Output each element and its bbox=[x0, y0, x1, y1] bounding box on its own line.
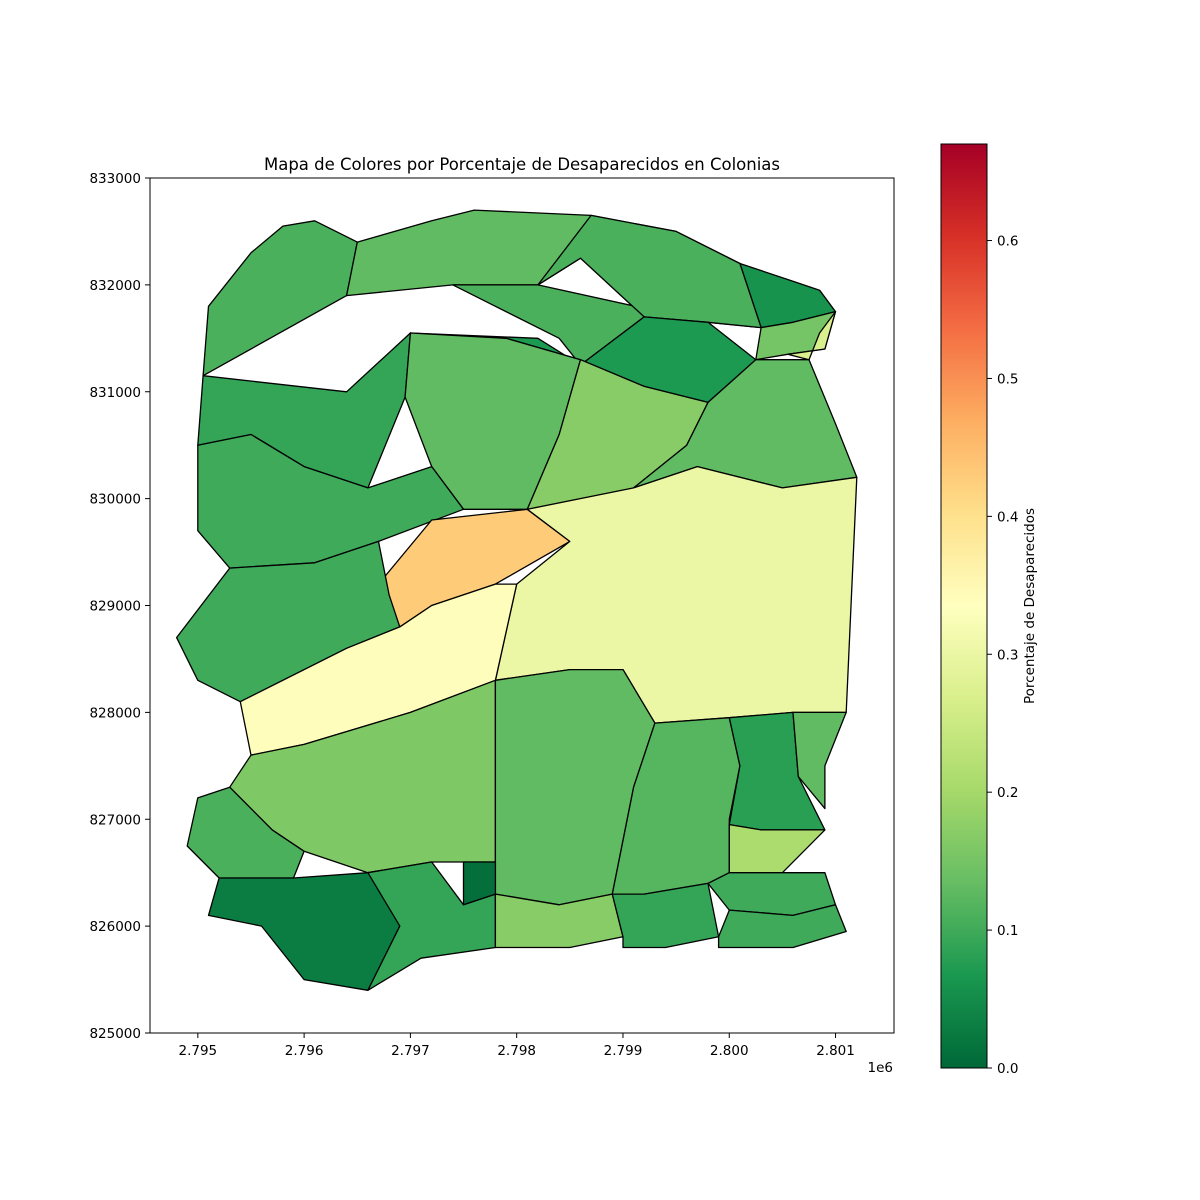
colony-23 bbox=[792, 711, 847, 810]
y-tick-label: 826000 bbox=[89, 919, 141, 935]
colony-14 bbox=[197, 433, 465, 569]
colony-2 bbox=[345, 209, 592, 297]
y-tick-label: 827000 bbox=[89, 812, 141, 828]
colorbar-label: Porcentaje de Desaparecidos bbox=[1022, 508, 1038, 704]
x-tick-label: 2.799 bbox=[604, 1043, 643, 1059]
colorbar bbox=[940, 143, 988, 1069]
x-tick-label: 2.795 bbox=[179, 1043, 218, 1059]
y-axis: 825000 826000 827000 828000 829000 830000 8310… bbox=[89, 171, 150, 1042]
x-tick-label: 2.797 bbox=[391, 1043, 430, 1059]
colony-29 bbox=[611, 882, 720, 949]
x-tick-label: 2.801 bbox=[816, 1043, 855, 1059]
y-tick-label: 832000 bbox=[89, 278, 141, 294]
colony-32 bbox=[717, 904, 847, 949]
x-tick-label: 2.798 bbox=[497, 1043, 536, 1059]
y-tick-label: 828000 bbox=[89, 705, 141, 721]
colorbar-tick-label: 0.0 bbox=[997, 1061, 1018, 1077]
chart-title: Mapa de Colores por Porcentaje de Desapa… bbox=[264, 155, 780, 174]
x-tick-label: 2.800 bbox=[710, 1043, 749, 1059]
x-axis-offset-label: 1e6 bbox=[868, 1060, 893, 1076]
x-tick-label: 2.796 bbox=[285, 1043, 324, 1059]
y-tick-label: 831000 bbox=[89, 385, 141, 401]
colorbar-axis: 0.0 0.1 0.2 0.3 0.4 0.5 0.6 bbox=[987, 234, 1018, 1077]
colorbar-tick-label: 0.5 bbox=[997, 371, 1018, 387]
x-axis: 2.795 2.796 2.797 2.798 2.799 2.800 2.801 bbox=[179, 1033, 855, 1059]
regions-layer bbox=[175, 209, 858, 991]
y-tick-label: 829000 bbox=[89, 599, 141, 615]
colorbar-tick-label: 0.3 bbox=[997, 647, 1018, 663]
colony-1 bbox=[202, 220, 358, 377]
y-tick-label: 830000 bbox=[89, 492, 141, 508]
colony-30 bbox=[728, 823, 826, 874]
colorbar-tick-label: 0.6 bbox=[997, 234, 1018, 250]
colorbar-tick-label: 0.4 bbox=[997, 509, 1018, 525]
colony-8 bbox=[787, 310, 837, 361]
y-tick-label: 833000 bbox=[89, 171, 141, 187]
y-tick-label: 825000 bbox=[89, 1026, 141, 1042]
colorbar-tick-label: 0.2 bbox=[997, 785, 1018, 801]
colorbar-tick-label: 0.1 bbox=[997, 923, 1018, 939]
